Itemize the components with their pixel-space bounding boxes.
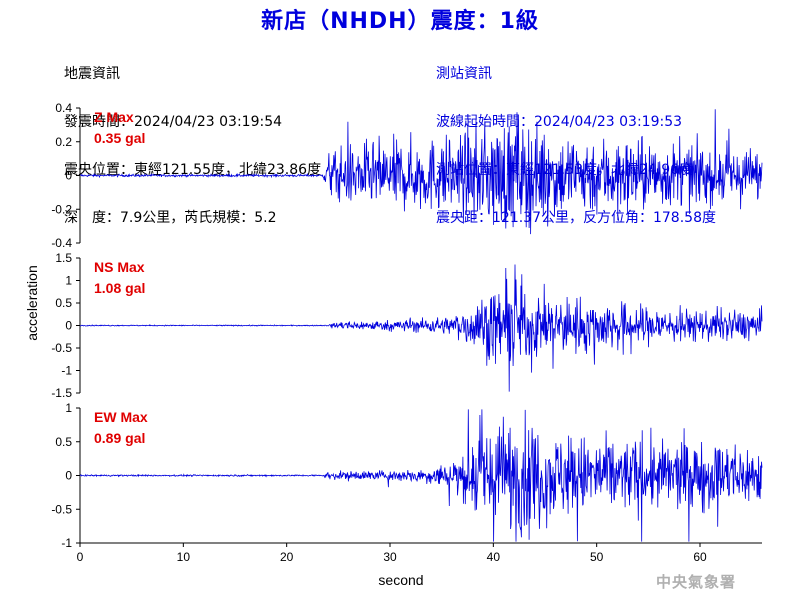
y-tick-label: -1.5 <box>51 386 72 400</box>
quake-info-heading: 地震資訊 <box>64 66 120 82</box>
max-value-z: 0.35 gal <box>94 130 145 146</box>
x-tick-label: 20 <box>280 550 294 564</box>
y-tick-label: 1 <box>65 401 72 415</box>
max-label-z: Z Max <box>94 109 134 125</box>
quake-info-panel: 地震資訊 發震時間：2024/04/23 03:19:54 震央位置：東經121… <box>64 34 321 242</box>
y-tick-label: 0.5 <box>55 435 72 449</box>
y-tick-label: -0.2 <box>51 202 72 216</box>
x-tick-label: 60 <box>693 550 707 564</box>
y-axis-label: acceleration <box>24 265 40 341</box>
x-tick-label: 10 <box>177 550 191 564</box>
trace-z <box>79 109 763 235</box>
y-tick-label: 0 <box>65 169 72 183</box>
y-tick-label: 0 <box>65 319 72 333</box>
page-title: 新店（NHDH）震度：1級 <box>261 9 539 34</box>
x-tick-label: 30 <box>383 550 397 564</box>
max-label-ew: EW Max <box>94 409 148 425</box>
agency-credit: 中央氣象署 <box>656 573 737 591</box>
y-tick-label: -0.5 <box>51 341 72 355</box>
panel-z: -0.4 -0.2 0 0.2 0.4 Z Max 0.35 gal <box>51 101 763 250</box>
max-label-ns: NS Max <box>94 259 145 275</box>
x-axis-label: second <box>378 572 423 588</box>
quake-time: 發震時間：2024/04/23 03:19:54 <box>64 114 283 130</box>
max-value-ns: 1.08 gal <box>94 280 145 296</box>
y-tick-label: 0 <box>65 469 72 483</box>
max-value-ew: 0.89 gal <box>94 430 145 446</box>
station-info-heading: 測站資訊 <box>436 66 492 82</box>
y-tick-label: -0.5 <box>51 502 72 516</box>
y-tick-label: -1 <box>61 364 72 378</box>
y-tick-label: 0.2 <box>55 135 72 149</box>
y-tick-label: 0.4 <box>55 101 72 115</box>
x-tick-label: 50 <box>590 550 604 564</box>
quake-epicenter: 震央位置：東經121.55度，北緯23.86度 <box>64 162 322 178</box>
y-tick-label: 1.5 <box>55 251 72 265</box>
x-tick-label: 0 <box>77 550 84 564</box>
y-tick-label: -1 <box>61 536 72 550</box>
trace-ew <box>79 409 763 542</box>
panel-ns: -1.5 -1 -0.5 0 0.5 1 1.5 NS Max 1.08 gal <box>51 251 763 400</box>
trace-ns <box>79 264 763 392</box>
y-tick-label: -0.4 <box>51 236 72 250</box>
quake-depth-magnitude: 深 度：7.9公里，芮氏規模：5.2 <box>64 210 277 226</box>
y-tick-label: 0.5 <box>55 296 72 310</box>
panel-ew: -1 -0.5 0 0.5 1 EW Max 0.89 gal <box>51 401 763 550</box>
x-tick-label: 40 <box>487 550 501 564</box>
station-wave-time: 波線起始時間：2024/04/23 03:19:53 <box>436 114 683 130</box>
y-tick-label: 1 <box>65 274 72 288</box>
x-axis: 0 10 20 30 40 50 60 second <box>77 542 762 588</box>
